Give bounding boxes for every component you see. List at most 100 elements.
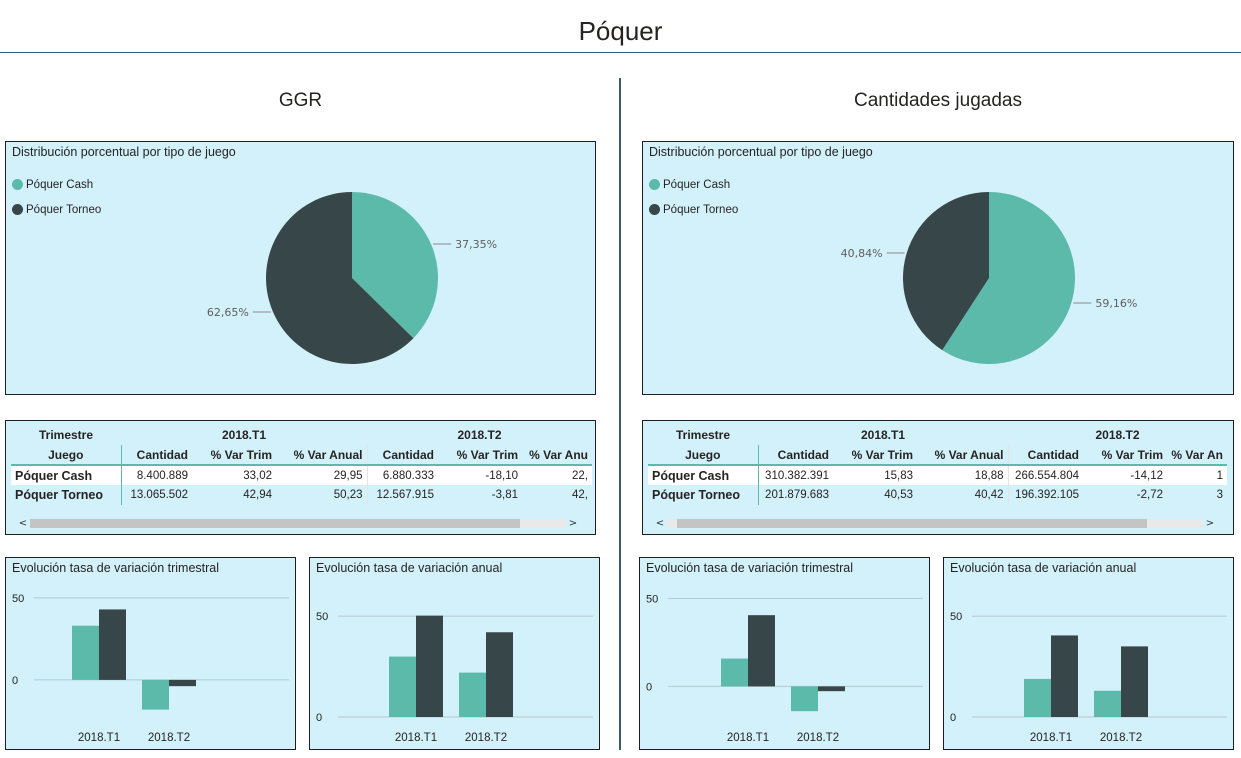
column-header[interactable]: % Var Trim [192,445,276,466]
horizontal-scrollbar[interactable]: < > [16,518,580,529]
table-row[interactable]: Póquer Cash 310.382.391 15,83 18,88 266.… [648,465,1227,485]
bar-panel-trim-cantidades[interactable]: Evolución tasa de variación trimestral 0… [639,557,930,750]
table-cell: 40,42 [917,485,1008,505]
y-tick-label: 0 [12,675,18,687]
bar[interactable] [748,615,775,687]
bar-chart-anual-ggr[interactable]: 0 50 2018.T1 2018.T2 [310,558,599,749]
pie-slice[interactable] [352,192,439,339]
matrix-wrap: Trimestre 2018.T1 2018.T2 Juego Cantidad… [648,425,1231,519]
bar[interactable] [389,656,416,717]
table-row[interactable]: Póquer Torneo 13.065.502 42,94 50,23 12.… [11,485,592,505]
bar[interactable] [1121,646,1148,718]
scroll-left-icon[interactable]: < [655,518,665,529]
bar[interactable] [721,658,748,687]
page-title: Póquer [578,16,663,46]
table-panel-ggr[interactable]: Trimestre 2018.T1 2018.T2 Juego Cantidad… [5,420,596,535]
scroll-thumb[interactable] [677,519,1147,528]
column-header[interactable]: % Var Trim [438,445,522,466]
table-cell: 15,83 [833,465,917,485]
section-divider [619,78,621,750]
legend-item-torneo[interactable]: Póquer Torneo [12,197,101,222]
bar-panel-anual-ggr[interactable]: Evolución tasa de variación anual 0 50 201… [309,557,600,750]
table-row[interactable]: Póquer Cash 8.400.889 33,02 29,95 6.880.… [11,465,592,485]
column-header[interactable]: Cantidad [1007,445,1083,466]
column-header[interactable]: % Var Anual [917,445,1008,466]
period-header: 2018.T1 [221,428,267,442]
table-row[interactable]: Póquer Torneo 201.879.683 40,53 40,42 19… [648,485,1227,505]
scroll-thumb[interactable] [30,519,520,528]
table-cell: 201.879.683 [758,485,833,505]
pie-chart-cantidades[interactable]: 59,16% 40,84% [643,142,1233,394]
pie-slice[interactable] [942,192,1075,364]
pie-slice[interactable] [902,192,989,351]
scroll-track[interactable] [667,519,1203,528]
column-header[interactable]: Cantidad [366,445,438,466]
y-tick-label: 0 [316,712,322,724]
column-header[interactable]: % Var Anual [276,445,367,466]
horizontal-scrollbar[interactable]: < > [653,518,1217,529]
y-tick-label: 0 [646,681,652,693]
pie-data-label: 62,65% [207,306,249,319]
scroll-right-icon[interactable]: > [1205,518,1215,529]
x-tick-label: 2018.T2 [465,732,507,744]
bar[interactable] [1051,635,1078,717]
bar[interactable] [1024,678,1051,717]
column-header[interactable]: Cantidad [758,445,833,466]
table-cell: 8.400.889 [121,465,192,485]
bar[interactable] [486,632,513,717]
pie-panel-cantidades[interactable]: Distribución porcentual por tipo de jueg… [642,141,1234,395]
bar[interactable] [1094,690,1121,717]
legend-item-torneo[interactable]: Póquer Torneo [649,197,738,222]
bar[interactable] [818,686,845,692]
table-cell: 33,02 [192,465,276,485]
pie-title: Distribución porcentual por tipo de jueg… [12,145,236,159]
table-cell: 1 [1167,465,1227,485]
pie-slice[interactable] [266,192,414,364]
table-cell: 196.392.105 [1007,485,1083,505]
table-cell: 13.065.502 [121,485,192,505]
legend-item-cash[interactable]: Póquer Cash [12,172,101,197]
scroll-right-icon[interactable]: > [568,518,578,529]
bar[interactable] [791,686,818,712]
pie-chart-ggr[interactable]: 37,35% 62,65% [6,142,595,394]
column-header[interactable]: % Var Trim [1083,445,1167,466]
bar[interactable] [416,615,443,717]
legend-dot-torneo-icon [649,204,660,215]
column-header[interactable]: % Var An [1167,445,1227,466]
corner-header: Trimestre [38,428,94,442]
bar[interactable] [169,679,196,687]
title-divider [0,52,1241,53]
row-label: Póquer Cash [11,465,122,485]
bar-chart-title: Evolución tasa de variación anual [316,561,503,575]
column-header[interactable]: % Var Anu [522,445,592,466]
column-header[interactable]: % Var Trim [833,445,917,466]
bar-chart-trim-cantidades[interactable]: 0 50 2018.T1 2018.T2 [640,558,929,749]
legend-label: Póquer Torneo [26,203,102,216]
x-tick-label: 2018.T1 [395,732,437,744]
legend-dot-cash-icon [12,179,23,190]
bar-chart-trim-ggr[interactable]: 0 50 2018.T1 2018.T2 [6,558,295,749]
table-cell: 266.554.804 [1007,465,1083,485]
bar[interactable] [72,625,99,680]
bar[interactable] [142,679,169,710]
bar-panel-trim-ggr[interactable]: Evolución tasa de variación trimestral 0… [5,557,296,750]
table-panel-cantidades[interactable]: Trimestre 2018.T1 2018.T2 Juego Cantidad… [642,420,1234,535]
row-header: Juego [11,445,122,466]
bar[interactable] [99,609,126,680]
pie-data-label: 40,84% [841,247,883,260]
y-tick-label: 50 [646,594,658,606]
legend-dot-torneo-icon [12,204,23,215]
legend-label: Póquer Cash [26,178,94,191]
table-cell: 50,23 [276,485,367,505]
pie-data-label: 37,35% [455,238,497,251]
scroll-track[interactable] [30,519,566,528]
bar-chart-anual-cantidades[interactable]: 0 50 2018.T1 2018.T2 [944,558,1233,749]
pie-data-label: 59,16% [1095,297,1137,310]
bar[interactable] [459,672,486,717]
pie-panel-ggr[interactable]: Distribución porcentual por tipo de jueg… [5,141,596,395]
bar-panel-anual-cantidades[interactable]: Evolución tasa de variación anual 0 50 201… [943,557,1234,750]
legend-item-cash[interactable]: Póquer Cash [649,172,738,197]
column-header[interactable]: Cantidad [121,445,192,466]
table-cell: 6.880.333 [366,465,438,485]
scroll-left-icon[interactable]: < [18,518,28,529]
